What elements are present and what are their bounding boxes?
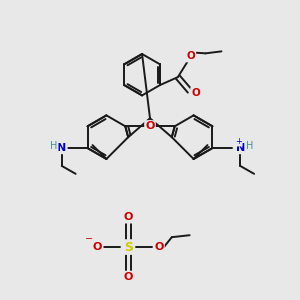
Text: N: N [236,143,245,153]
Text: H: H [50,141,58,151]
Text: O: O [191,88,200,98]
Text: H: H [246,141,254,151]
Text: O: O [124,272,133,282]
Text: S: S [124,241,133,254]
Text: O: O [145,121,155,131]
Text: +: + [235,136,242,146]
Text: O: O [186,51,195,61]
Text: O: O [154,242,164,252]
Text: N: N [57,143,66,153]
Text: O: O [93,242,102,252]
Text: O: O [124,212,133,222]
Text: −: − [85,234,93,244]
